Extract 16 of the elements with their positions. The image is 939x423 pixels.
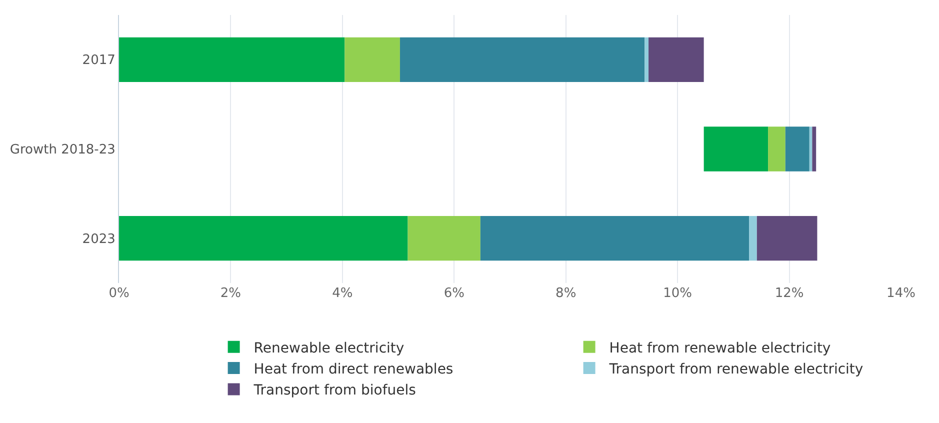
legend-label: Transport from renewable electricity <box>608 362 864 378</box>
x-tick-label: 14% <box>886 286 916 301</box>
legend-label: Renewable electricity <box>254 340 404 356</box>
y-tick-label: Growth 2018-23 <box>10 142 116 158</box>
legend-label: Heat from renewable electricity <box>609 340 831 356</box>
x-tick-label: 12% <box>774 286 804 301</box>
x-tick-label: 0% <box>108 286 130 301</box>
x-tick-label: 8% <box>556 286 576 301</box>
legend-label: Heat from direct renewables <box>254 362 454 378</box>
x-tick-label: 6% <box>444 286 464 301</box>
legend-label: Transport from biofuels <box>252 382 416 399</box>
x-tick-label: 4% <box>332 286 353 301</box>
y-tick-label: 2023 <box>82 232 116 247</box>
y-tick-label: 2017 <box>82 53 116 68</box>
x-tick-label: 10% <box>663 286 692 301</box>
x-tick-label: 2% <box>220 286 242 301</box>
